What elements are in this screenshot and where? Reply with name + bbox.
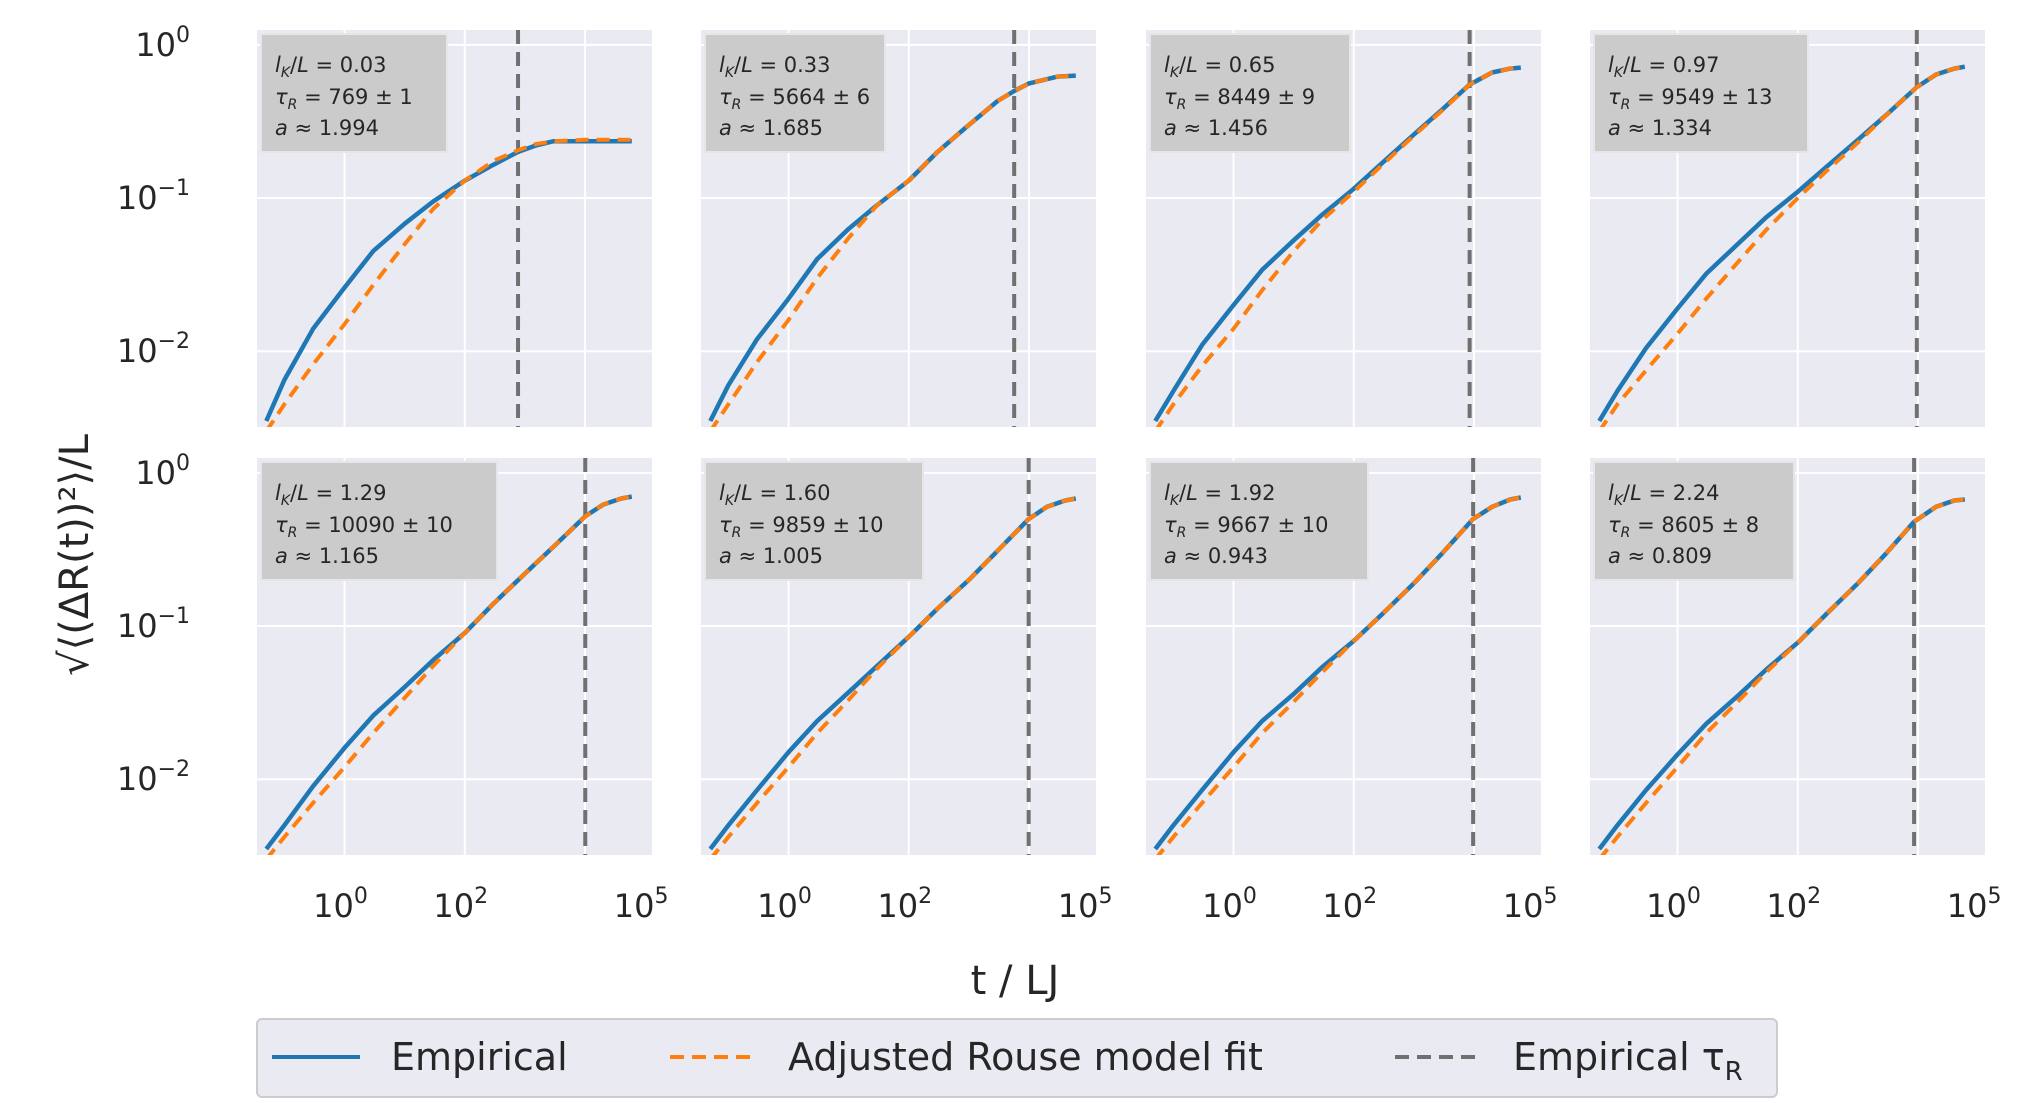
x-tick-label: 105 <box>1947 884 2002 925</box>
annotation-lk-ratio: lK/L = 0.65 <box>1164 53 1276 81</box>
subplot-3: lK/L = 0.65 τR = 8449 ± 9 a ≈ 1.456 <box>1146 30 1541 427</box>
legend-label-empirical: Empirical <box>391 1035 568 1079</box>
series-fit <box>1156 495 1522 855</box>
annotation-box: lK/L = 2.24 τR = 8605 ± 8 a ≈ 0.809 <box>1593 461 1795 581</box>
annotation-tau: τR = 769 ± 1 <box>275 85 413 113</box>
legend-frame <box>256 1018 1778 1098</box>
legend: Empirical Adjusted Rouse model fit Empir… <box>256 1018 1778 1098</box>
y-tick-label: 10−1 <box>117 176 190 217</box>
subplot-5: lK/L = 1.29 τR = 10090 ± 10 a ≈ 1.165 <box>257 458 652 855</box>
y-tick-label: 100 <box>135 451 190 492</box>
subplot-6: lK/L = 1.60 τR = 9859 ± 10 a ≈ 1.005 <box>701 458 1096 855</box>
x-tick-label: 102 <box>877 884 932 925</box>
annotation-exponent: a ≈ 1.005 <box>719 544 823 568</box>
legend-label-tau-sub: R <box>1725 1057 1743 1087</box>
x-tick-label: 102 <box>433 884 488 925</box>
annotation-tau: τR = 8449 ± 9 <box>1164 85 1315 113</box>
annotation-tau: τR = 8605 ± 8 <box>1608 513 1759 541</box>
subplot-2: lK/L = 0.33 τR = 5664 ± 6 a ≈ 1.685 <box>701 30 1096 427</box>
legend-label-tau-main: Empirical τ <box>1513 1035 1725 1079</box>
x-tick-labels: 100 102 105 100 102 105 100 102 105 100 102 105 <box>313 884 2001 925</box>
series-fit <box>1599 64 1966 427</box>
x-tick-label: 105 <box>614 884 669 925</box>
x-tick-label: 100 <box>757 884 812 925</box>
y-tick-label: 10−2 <box>117 329 190 370</box>
annotation-exponent: a ≈ 1.334 <box>1608 116 1712 140</box>
subplot-7: lK/L = 1.92 τR = 9667 ± 10 a ≈ 0.943 <box>1146 458 1541 855</box>
annotation-lk-ratio: lK/L = 0.03 <box>275 53 387 81</box>
series-fit <box>1600 497 1965 855</box>
annotation-exponent: a ≈ 1.165 <box>275 544 379 568</box>
series-fit <box>267 494 633 855</box>
annotation-lk-ratio: lK/L = 1.29 <box>275 481 387 509</box>
annotation-box: lK/L = 1.60 τR = 9859 ± 10 a ≈ 1.005 <box>704 461 924 581</box>
y-tick-label: 10−1 <box>117 604 190 645</box>
annotation-box: lK/L = 0.33 τR = 5664 ± 6 a ≈ 1.685 <box>704 33 886 153</box>
annotation-tau: τR = 9667 ± 10 <box>1164 513 1328 541</box>
annotation-tau: τR = 5664 ± 6 <box>719 85 870 113</box>
series-fit <box>1155 65 1521 427</box>
y-tick-labels: 100 10−1 10−2 100 10−1 10−2 <box>117 23 190 798</box>
annotation-exponent: a ≈ 1.456 <box>1164 116 1268 140</box>
annotation-box: lK/L = 1.92 τR = 9667 ± 10 a ≈ 0.943 <box>1149 461 1369 581</box>
annotation-lk-ratio: lK/L = 0.97 <box>1608 53 1720 81</box>
annotation-lk-ratio: lK/L = 1.92 <box>1164 481 1276 509</box>
annotation-exponent: a ≈ 0.809 <box>1608 544 1712 568</box>
annotation-tau: τR = 10090 ± 10 <box>275 513 453 541</box>
annotation-box: lK/L = 1.29 τR = 10090 ± 10 a ≈ 1.165 <box>260 461 498 581</box>
x-tick-label: 100 <box>313 884 368 925</box>
subplot-8: lK/L = 2.24 τR = 8605 ± 8 a ≈ 0.809 <box>1590 458 1985 855</box>
legend-label-tau: Empirical τR <box>1513 1035 1743 1087</box>
annotation-box: lK/L = 0.97 τR = 9549 ± 13 a ≈ 1.334 <box>1593 33 1809 153</box>
y-tick-label: 100 <box>135 23 190 64</box>
annotation-lk-ratio: lK/L = 1.60 <box>719 481 831 509</box>
annotation-box: lK/L = 0.03 τR = 769 ± 1 a ≈ 1.994 <box>260 33 448 153</box>
x-tick-label: 102 <box>1322 884 1377 925</box>
annotation-tau: τR = 9859 ± 10 <box>719 513 883 541</box>
annotation-exponent: a ≈ 0.943 <box>1164 544 1268 568</box>
series-fit <box>711 496 1077 855</box>
x-tick-label: 100 <box>1202 884 1257 925</box>
x-axis-title: t / LJ <box>971 958 1060 1004</box>
x-tick-label: 100 <box>1646 884 1701 925</box>
series-fit <box>266 137 632 427</box>
x-tick-label: 105 <box>1503 884 1558 925</box>
annotation-lk-ratio: lK/L = 0.33 <box>719 53 831 81</box>
y-tick-label: 10−2 <box>117 757 190 798</box>
annotation-exponent: a ≈ 1.685 <box>719 116 823 140</box>
y-axis-title: √⟨(ΔR(t))²⟩/L <box>52 433 98 675</box>
annotation-box: lK/L = 0.65 τR = 8449 ± 9 a ≈ 1.456 <box>1149 33 1351 153</box>
legend-label-fit: Adjusted Rouse model fit <box>788 1035 1263 1079</box>
series-fit <box>710 73 1076 427</box>
subplot-1: lK/L = 0.03 τR = 769 ± 1 a ≈ 1.994 <box>257 30 652 427</box>
annotation-exponent: a ≈ 1.994 <box>275 116 379 140</box>
subplot-4: lK/L = 0.97 τR = 9549 ± 13 a ≈ 1.334 <box>1590 30 1985 427</box>
x-tick-label: 105 <box>1058 884 1113 925</box>
x-tick-label: 102 <box>1766 884 1821 925</box>
annotation-tau: τR = 9549 ± 13 <box>1608 85 1772 113</box>
annotation-lk-ratio: lK/L = 2.24 <box>1608 481 1720 509</box>
